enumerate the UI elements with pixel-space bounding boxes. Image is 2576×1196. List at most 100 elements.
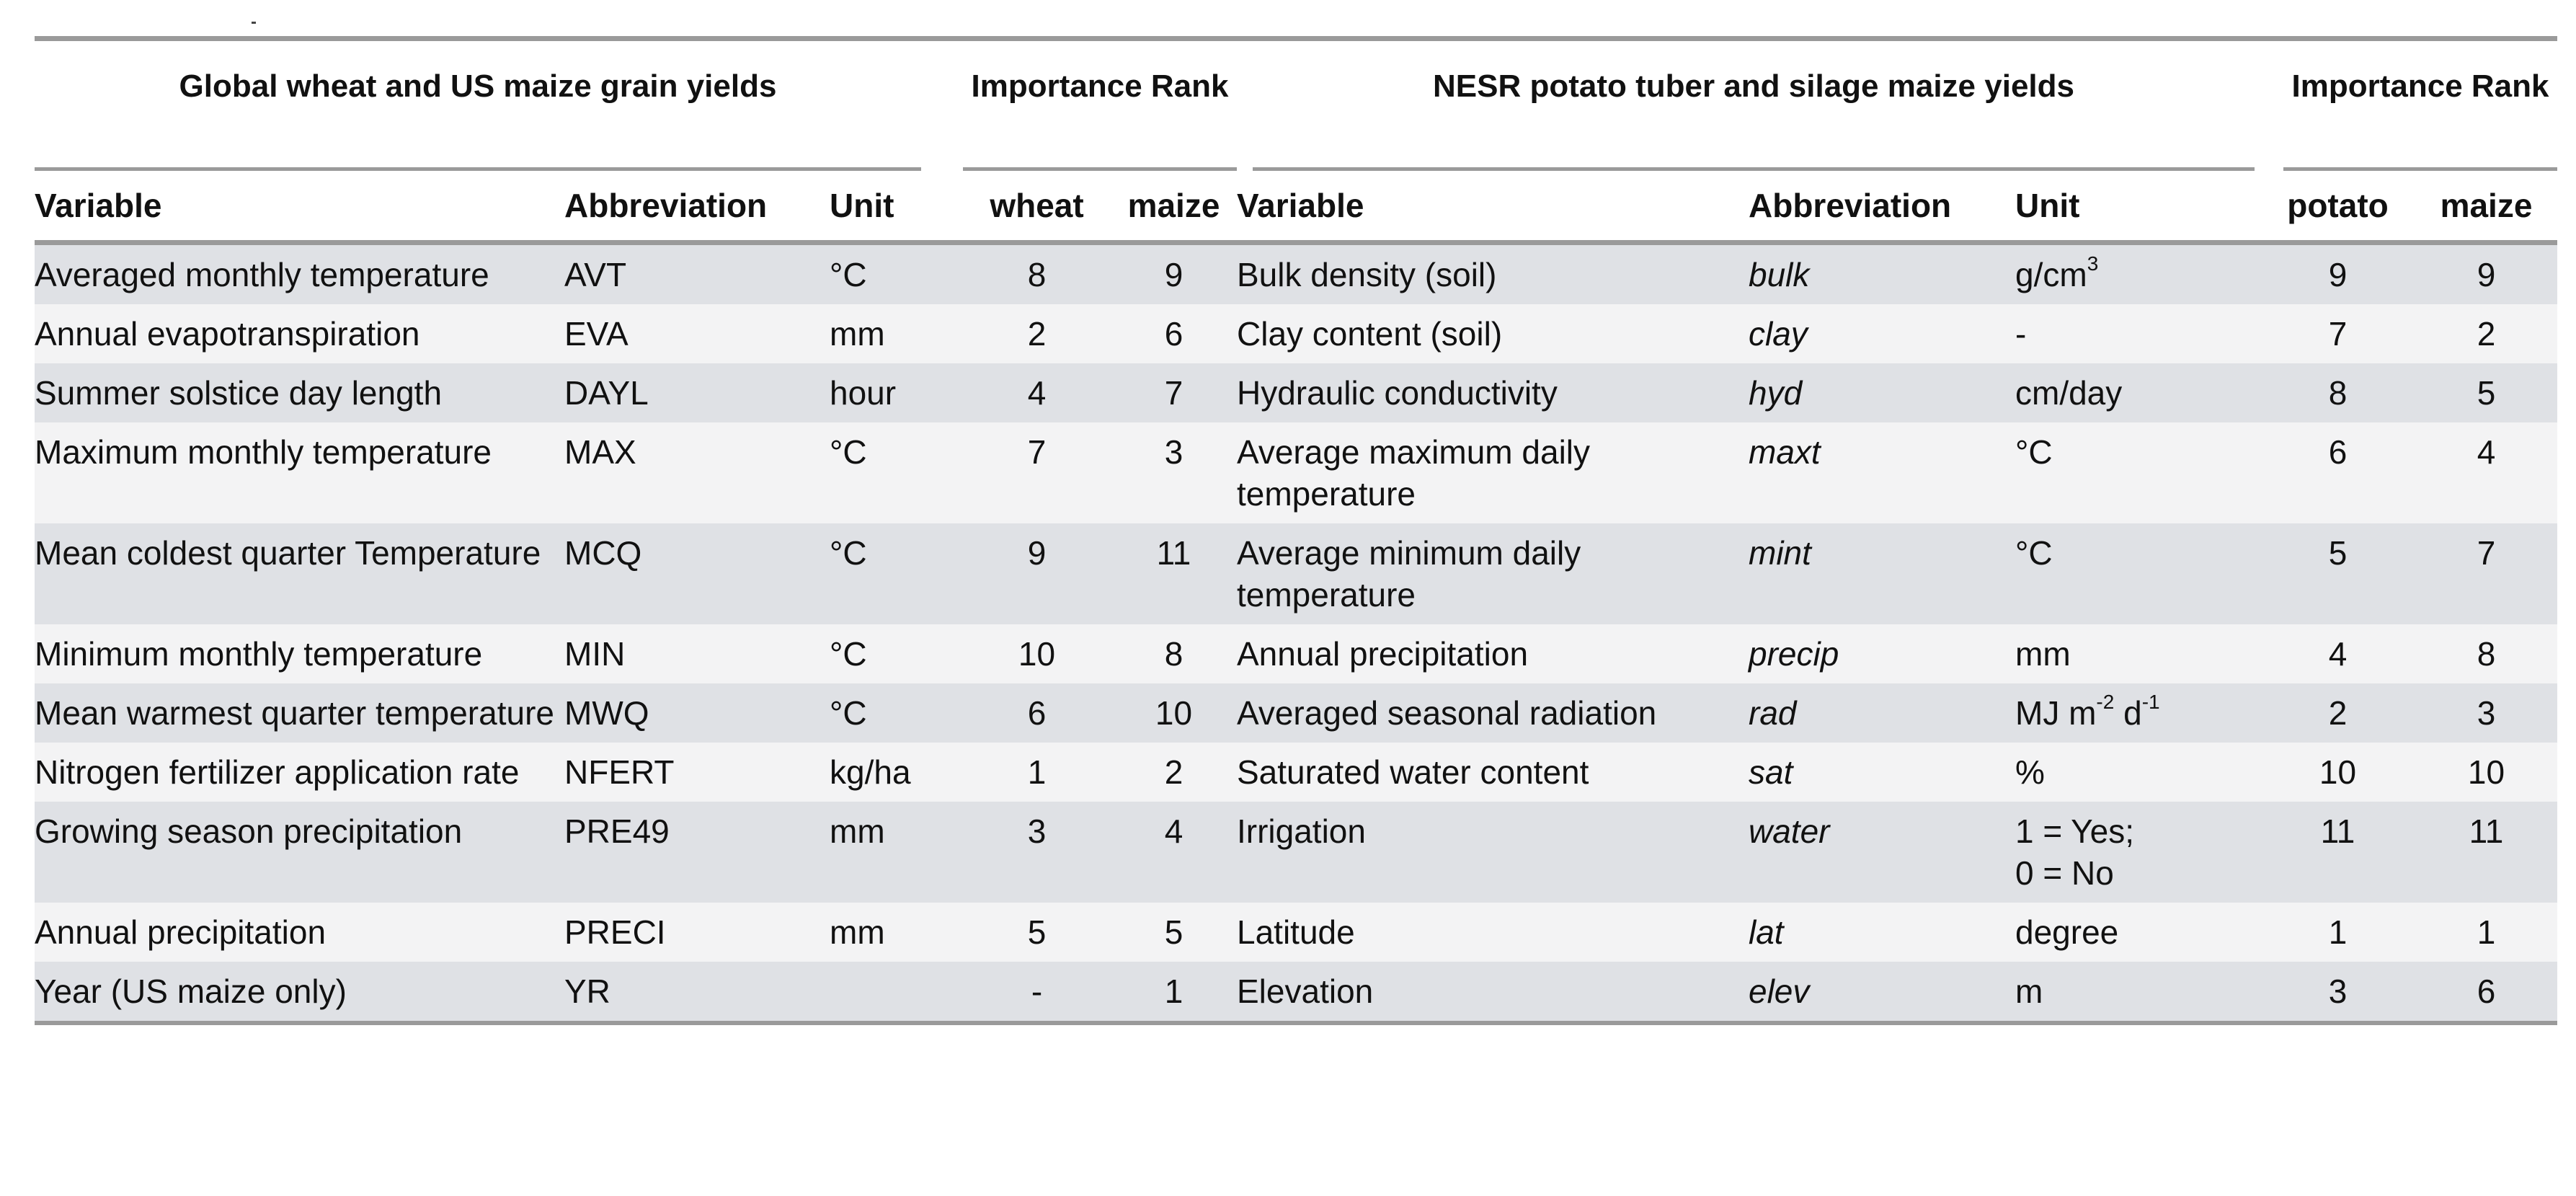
cell-unit: °C (830, 683, 963, 743)
cell-variable: Annual precipitation (35, 903, 564, 962)
cell-abbreviation-2: elev (1749, 962, 2015, 1025)
cell-unit: °C (830, 422, 963, 523)
cell-variable: Mean coldest quarter Temperature (35, 523, 564, 624)
cell-potato-rank: 10 (2260, 743, 2415, 802)
col-header-variable: Variable (35, 171, 564, 245)
cell-variable: Nitrogen fertilizer application rate (35, 743, 564, 802)
column-header-row: Variable Abbreviation Unit wheat maize V… (35, 171, 2557, 245)
cell-variable-2: Saturated water content (1237, 743, 1749, 802)
cell-variable: Annual evapotranspiration (35, 304, 564, 363)
cell-maize-rank: 10 (1111, 683, 1237, 743)
cell-unit-2: % (2015, 743, 2260, 802)
cell-maize-rank: 3 (1111, 422, 1237, 523)
cell-maize-rank: 2 (1111, 743, 1237, 802)
col-header-abbreviation-2: Abbreviation (1749, 171, 2015, 245)
data-table: Variable Abbreviation Unit wheat maize V… (35, 171, 2557, 1025)
cell-wheat-rank: 4 (963, 363, 1111, 422)
cell-unit: mm (830, 304, 963, 363)
cell-maize-rank-2: 1 (2415, 903, 2557, 962)
cell-abbreviation: YR (564, 962, 830, 1025)
cell-variable-2: Annual precipitation (1237, 624, 1749, 683)
cell-unit: °C (830, 624, 963, 683)
cell-unit: mm (830, 903, 963, 962)
stray-mark (252, 22, 256, 24)
cell-unit: kg/ha (830, 743, 963, 802)
cell-abbreviation: EVA (564, 304, 830, 363)
cell-maize-rank-2: 7 (2415, 523, 2557, 624)
col-header-potato: potato (2260, 171, 2415, 245)
cell-wheat-rank: 7 (963, 422, 1111, 523)
cell-unit (830, 962, 963, 1025)
left-group-title: Global wheat and US maize grain yields (179, 68, 777, 104)
right-rank-rule (2283, 167, 2557, 171)
unit-exponent-b: -1 (2141, 690, 2160, 713)
cell-variable-2: Latitude (1237, 903, 1749, 962)
table-row: Maximum monthly temperature MAX °C 7 3 A… (35, 422, 2557, 523)
cell-unit: °C (830, 523, 963, 624)
cell-wheat-rank: 8 (963, 242, 1111, 304)
cell-variable-2: Bulk density (soil) (1237, 242, 1749, 304)
cell-maize-rank-2: 5 (2415, 363, 2557, 422)
table-row: Mean warmest quarter temperature MWQ °C … (35, 683, 2557, 743)
cell-unit-2: degree (2015, 903, 2260, 962)
cell-potato-rank: 2 (2260, 683, 2415, 743)
left-group-rule (35, 167, 921, 171)
cell-wheat-rank: 2 (963, 304, 1111, 363)
right-group-title: NESR potato tuber and silage maize yield… (1433, 68, 2074, 104)
cell-variable: Mean warmest quarter temperature (35, 683, 564, 743)
cell-unit-2: 1 = Yes; 0 = No (2015, 802, 2260, 903)
cell-potato-rank: 6 (2260, 422, 2415, 523)
cell-potato-rank: 5 (2260, 523, 2415, 624)
cell-maize-rank-2: 2 (2415, 304, 2557, 363)
cell-unit-2: - (2015, 304, 2260, 363)
cell-wheat-rank: - (963, 962, 1111, 1025)
cell-unit-2: mm (2015, 624, 2260, 683)
cell-variable-2: Irrigation (1237, 802, 1749, 903)
left-rank-title: Importance Rank (971, 68, 1229, 104)
table-row: Minimum monthly temperature MIN °C 10 8 … (35, 624, 2557, 683)
cell-wheat-rank: 6 (963, 683, 1111, 743)
cell-variable: Summer solstice day length (35, 363, 564, 422)
cell-variable-2: Average minimum daily temperature (1237, 523, 1749, 624)
cell-abbreviation: MCQ (564, 523, 830, 624)
cell-wheat-rank: 9 (963, 523, 1111, 624)
table-row: Nitrogen fertilizer application rate NFE… (35, 743, 2557, 802)
cell-abbreviation-2: lat (1749, 903, 2015, 962)
cell-unit-2: g/cm3 (2015, 242, 2260, 304)
table-row: Growing season precipitation PRE49 mm 3 … (35, 802, 2557, 903)
cell-abbreviation: NFERT (564, 743, 830, 802)
cell-potato-rank: 4 (2260, 624, 2415, 683)
cell-variable-2: Hydraulic conductivity (1237, 363, 1749, 422)
cell-abbreviation-2: hyd (1749, 363, 2015, 422)
cell-maize-rank-2: 6 (2415, 962, 2557, 1025)
cell-potato-rank: 9 (2260, 242, 2415, 304)
cell-abbreviation: PRECI (564, 903, 830, 962)
cell-unit: hour (830, 363, 963, 422)
cell-variable-2: Elevation (1237, 962, 1749, 1025)
cell-abbreviation: MIN (564, 624, 830, 683)
cell-abbreviation-2: water (1749, 802, 2015, 903)
col-header-maize: maize (1111, 171, 1237, 245)
cell-maize-rank: 6 (1111, 304, 1237, 363)
cell-variable-2: Average maximum daily temperature (1237, 422, 1749, 523)
cell-abbreviation-2: rad (1749, 683, 2015, 743)
cell-maize-rank: 11 (1111, 523, 1237, 624)
cell-variable: Averaged monthly temperature (35, 242, 564, 304)
cell-potato-rank: 3 (2260, 962, 2415, 1025)
cell-maize-rank-2: 11 (2415, 802, 2557, 903)
unit-base-a: MJ m (2015, 694, 2097, 732)
cell-unit-2: cm/day (2015, 363, 2260, 422)
unit-line-2: 0 = No (2015, 854, 2114, 892)
cell-potato-rank: 7 (2260, 304, 2415, 363)
cell-maize-rank-2: 4 (2415, 422, 2557, 523)
cell-wheat-rank: 10 (963, 624, 1111, 683)
table-row: Annual evapotranspiration EVA mm 2 6 Cla… (35, 304, 2557, 363)
cell-maize-rank-2: 10 (2415, 743, 2557, 802)
cell-abbreviation: DAYL (564, 363, 830, 422)
col-header-unit: Unit (830, 171, 963, 245)
group-header-row: Global wheat and US maize grain yields I… (35, 41, 2557, 171)
table-figure: Global wheat and US maize grain yields I… (35, 36, 2557, 1025)
cell-unit-2: m (2015, 962, 2260, 1025)
cell-abbreviation-2: maxt (1749, 422, 2015, 523)
table-row: Averaged monthly temperature AVT °C 8 9 … (35, 242, 2557, 304)
